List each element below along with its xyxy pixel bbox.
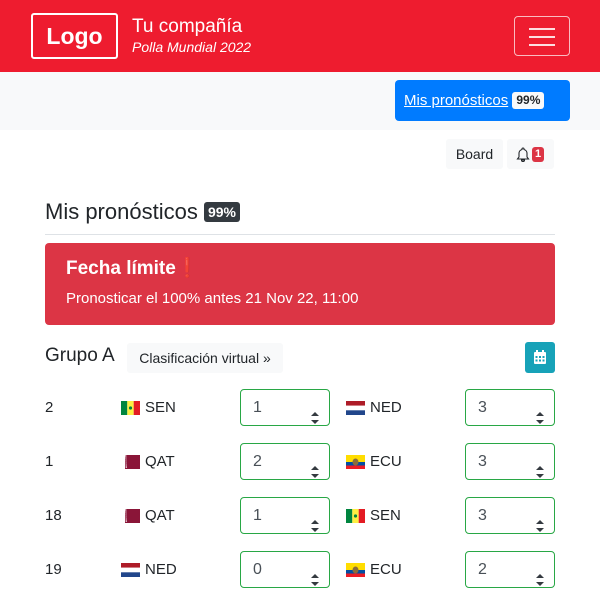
exclamation-icon: ❗: [175, 258, 200, 279]
clasificacion-virtual-button[interactable]: Clasificación virtual »: [127, 343, 283, 373]
flag-sen-icon: [121, 401, 140, 415]
menu-toggle-button[interactable]: [514, 16, 570, 56]
flag-ecu-icon: [346, 455, 365, 469]
home-score-select[interactable]: 1: [240, 497, 330, 534]
calendar-icon: [534, 350, 546, 364]
home-score-value: 1: [253, 507, 262, 524]
away-score-select[interactable]: 3: [465, 389, 555, 426]
deadline-alert: Fecha límite❗ Pronosticar el 100% antes …: [45, 243, 555, 325]
home-score-value: 2: [253, 453, 262, 470]
brand: Tu compañía Polla Mundial 2022: [132, 16, 251, 56]
title-badge: 99%: [203, 202, 240, 222]
bell-icon: [516, 147, 530, 162]
select-arrows-icon: [536, 564, 544, 599]
notification-count: 1: [532, 147, 545, 162]
home-score-select[interactable]: 2: [240, 443, 330, 480]
mis-pronosticos-button[interactable]: Mis pronósticos 99%: [395, 80, 570, 121]
match-row: 19 NED 0 ECU 2: [0, 551, 600, 588]
board-button[interactable]: Board: [446, 139, 503, 169]
home-score-value: 0: [253, 561, 262, 578]
flag-ecu-icon: [346, 563, 365, 577]
home-score-select[interactable]: 1: [240, 389, 330, 426]
flag-sen-icon: [346, 509, 365, 523]
alert-heading: Fecha límite: [66, 258, 176, 279]
away-score-value: 3: [478, 507, 487, 524]
progress-badge: 99%: [512, 92, 545, 109]
away-score-select[interactable]: 3: [465, 497, 555, 534]
select-arrows-icon: [311, 402, 319, 437]
divider: [45, 234, 555, 235]
match-row: 1 QAT 2 ECU 3: [0, 443, 600, 480]
flag-qat-icon: [121, 509, 140, 523]
flag-ned-icon: [121, 563, 140, 577]
select-arrows-icon: [311, 510, 319, 545]
home-score-select[interactable]: 0: [240, 551, 330, 588]
notifications-button[interactable]: 1: [507, 139, 554, 169]
page-title: Mis pronósticos 99%: [45, 199, 240, 225]
flag-qat-icon: [121, 455, 140, 469]
home-team: SEN: [145, 399, 176, 416]
away-score-value: 3: [478, 399, 487, 416]
away-team: ECU: [370, 453, 402, 470]
group-title: Grupo A: [45, 345, 115, 366]
away-score-value: 2: [478, 561, 487, 578]
match-number: 18: [45, 507, 62, 524]
match-row: 2 SEN 1 NED 3: [0, 389, 600, 426]
match-number: 1: [45, 453, 54, 470]
away-score-select[interactable]: 2: [465, 551, 555, 588]
home-team: NED: [145, 561, 177, 578]
select-arrows-icon: [536, 510, 544, 545]
select-arrows-icon: [311, 456, 319, 491]
logo[interactable]: Logo: [31, 13, 118, 59]
mis-label: Mis pronósticos: [404, 92, 509, 109]
match-number: 2: [45, 399, 54, 416]
alert-text: Pronosticar el 100% antes 21 Nov 22, 11:…: [66, 290, 359, 307]
subtitle: Polla Mundial 2022: [132, 39, 252, 55]
away-score-select[interactable]: 3: [465, 443, 555, 480]
home-score-value: 1: [253, 399, 262, 416]
home-team: QAT: [145, 507, 175, 524]
match-row: 18 QAT 1 SEN 3: [0, 497, 600, 534]
navbar: Logo Tu compañía Polla Mundial 2022: [0, 0, 600, 72]
flag-ned-icon: [346, 401, 365, 415]
calendar-button[interactable]: [525, 342, 555, 373]
select-arrows-icon: [311, 564, 319, 599]
away-score-value: 3: [478, 453, 487, 470]
select-arrows-icon: [536, 456, 544, 491]
company-name: Tu compañía: [132, 16, 243, 37]
title-text: Mis pronósticos: [45, 199, 198, 224]
home-team: QAT: [145, 453, 175, 470]
select-arrows-icon: [536, 402, 544, 437]
away-team: ECU: [370, 561, 402, 578]
match-number: 19: [45, 561, 62, 578]
away-team: SEN: [370, 507, 401, 524]
away-team: NED: [370, 399, 402, 416]
